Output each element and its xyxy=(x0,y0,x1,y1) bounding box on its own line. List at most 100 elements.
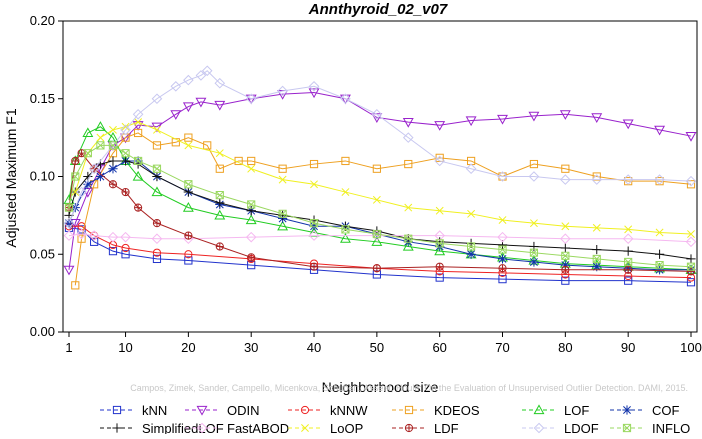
legend-marker xyxy=(301,424,309,432)
x-tick-label: 90 xyxy=(621,340,635,355)
data-point xyxy=(134,203,143,212)
data-point xyxy=(94,121,106,131)
data-point xyxy=(622,174,634,185)
data-point xyxy=(245,214,257,225)
data-point xyxy=(434,155,445,167)
data-point xyxy=(435,239,444,248)
data-point xyxy=(96,141,105,150)
data-point xyxy=(686,262,696,271)
data-point xyxy=(372,164,381,173)
data-point xyxy=(121,122,130,131)
data-point xyxy=(245,94,257,105)
data-point xyxy=(152,164,162,173)
data-point xyxy=(121,187,130,197)
data-point xyxy=(467,209,476,218)
data-point xyxy=(247,156,256,166)
data-point xyxy=(372,195,381,204)
data-point xyxy=(108,164,118,174)
data-point xyxy=(71,172,80,181)
data-point xyxy=(121,149,130,158)
data-point xyxy=(528,171,540,182)
data-point xyxy=(108,141,118,150)
legend-item-kdeos: KDEOS xyxy=(392,403,480,418)
x-tick-label: 80 xyxy=(558,340,572,355)
data-point xyxy=(88,230,100,241)
data-point xyxy=(195,97,207,108)
data-point xyxy=(435,273,444,282)
data-point xyxy=(277,220,289,231)
data-point xyxy=(402,240,414,251)
legend-marker xyxy=(300,405,310,415)
data-point xyxy=(108,156,118,166)
data-point xyxy=(184,141,193,150)
data-point xyxy=(371,108,383,120)
x-tick-label: 60 xyxy=(432,340,446,355)
data-point xyxy=(134,118,143,127)
data-point xyxy=(624,257,633,267)
legend-item-simplifiedlof: SimplifiedLOF xyxy=(100,421,224,436)
data-point xyxy=(308,81,320,92)
data-point xyxy=(109,125,117,134)
data-point xyxy=(83,179,93,189)
x-tick-label: 10 xyxy=(118,340,132,355)
data-point xyxy=(624,276,633,285)
data-point xyxy=(624,265,633,274)
data-point xyxy=(655,261,664,270)
legend-marker xyxy=(533,422,545,434)
data-point xyxy=(528,111,540,122)
data-point xyxy=(88,163,100,175)
legend-label: LOF xyxy=(564,403,589,418)
chart-title: Annthyroid_02_v07 xyxy=(308,1,448,18)
data-point xyxy=(687,230,695,238)
legend-label: SimplifiedLOF xyxy=(142,421,224,434)
data-point xyxy=(245,93,257,105)
data-point xyxy=(63,265,75,276)
data-point xyxy=(247,261,256,270)
data-point xyxy=(561,251,570,260)
data-point xyxy=(214,77,226,89)
legend-label: LDOF xyxy=(564,421,599,434)
data-point xyxy=(121,243,130,253)
data-point xyxy=(83,149,92,158)
data-point xyxy=(561,265,570,274)
legend-marker xyxy=(622,405,632,415)
data-point xyxy=(96,133,105,142)
data-point xyxy=(152,219,162,228)
data-point xyxy=(247,253,256,262)
data-point xyxy=(624,225,633,234)
data-point xyxy=(278,164,287,173)
data-point xyxy=(341,225,350,234)
series-line xyxy=(68,126,692,271)
data-point xyxy=(402,117,414,128)
data-point xyxy=(622,233,634,245)
legend-item-lof: LOF xyxy=(522,403,589,418)
data-point xyxy=(132,170,144,181)
data-point xyxy=(201,65,213,77)
legend-item-inflo: INFLO xyxy=(610,421,690,436)
data-point xyxy=(339,94,351,105)
data-point xyxy=(152,254,162,264)
data-point xyxy=(560,260,570,270)
data-point xyxy=(152,141,162,150)
data-point xyxy=(215,198,225,208)
watermark: Campos, Zimek, Sander, Campello, Micenko… xyxy=(130,383,688,393)
data-point xyxy=(371,236,383,246)
data-point xyxy=(247,164,256,173)
legend-marker xyxy=(112,405,122,415)
legend-item-odin: ODIN xyxy=(185,403,260,418)
data-point xyxy=(434,245,446,256)
data-point xyxy=(685,131,697,142)
data-point xyxy=(184,250,193,259)
data-point xyxy=(120,156,131,166)
series-cof xyxy=(64,156,696,275)
data-point xyxy=(372,229,381,239)
plot-area xyxy=(63,65,697,290)
legend-label: kNNW xyxy=(330,403,368,418)
data-point xyxy=(622,119,634,130)
data-point xyxy=(308,88,320,99)
data-point xyxy=(184,180,193,189)
data-point xyxy=(560,174,571,185)
data-point xyxy=(685,236,697,248)
data-point xyxy=(278,209,287,218)
legend-marker xyxy=(404,423,414,433)
